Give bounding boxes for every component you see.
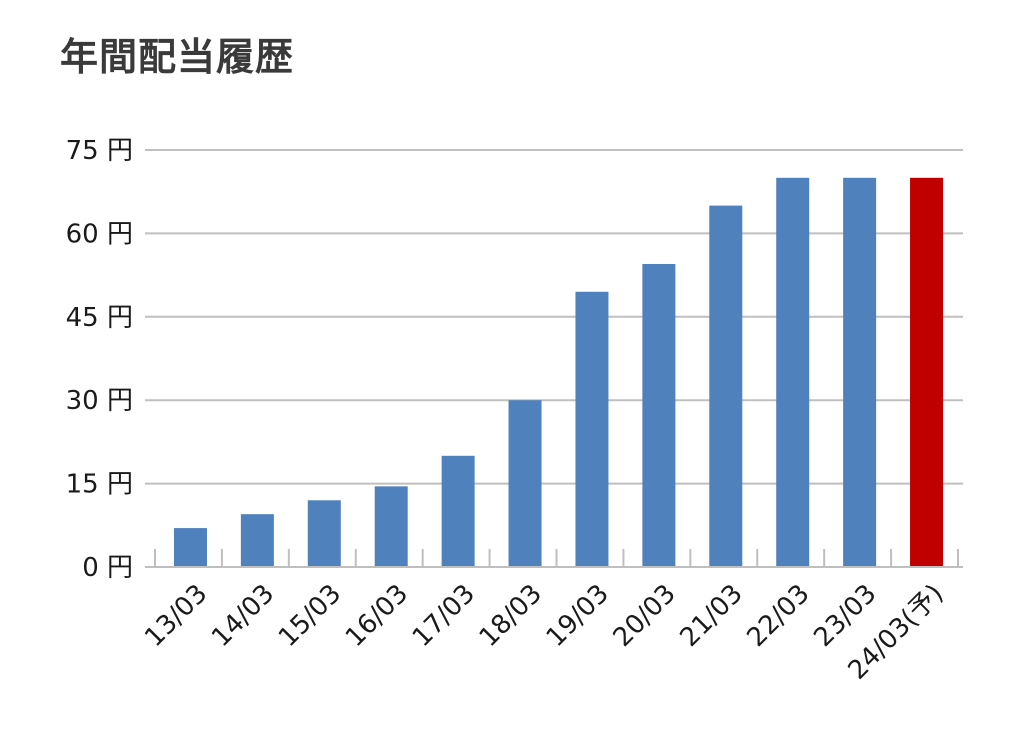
bar — [575, 291, 609, 567]
x-tick-label: 19/03 — [541, 579, 615, 653]
x-axis — [145, 549, 963, 568]
bar-forecast — [910, 177, 944, 568]
bar — [709, 205, 743, 567]
x-tick-label: 14/03 — [206, 579, 280, 653]
bar — [307, 500, 341, 567]
y-tick-label: 0 円 — [82, 553, 133, 583]
x-tick-label: 21/03 — [675, 579, 749, 653]
y-tick-label: 45 円 — [66, 303, 133, 333]
x-tick-label: 13/03 — [139, 579, 213, 653]
bar — [441, 455, 475, 567]
y-tick-label: 30 円 — [66, 386, 133, 416]
y-tick-label: 75 円 — [66, 136, 133, 166]
y-axis-ticks: 0 円 15 円 30 円 45 円 60 円 75 円 — [66, 136, 133, 583]
bar — [374, 486, 408, 567]
bar — [776, 177, 810, 568]
x-tick-label: 22/03 — [741, 579, 815, 653]
x-tick-label: 17/03 — [407, 579, 481, 653]
x-tick-label: 15/03 — [273, 579, 347, 653]
x-axis-labels: 13/0314/0315/0316/0317/0318/0319/0320/03… — [139, 579, 949, 686]
y-tick-label: 60 円 — [66, 219, 133, 249]
bar — [173, 528, 207, 567]
chart-title: 年間配当履歴 — [60, 35, 295, 79]
y-tick-label: 15 円 — [66, 470, 133, 500]
bar — [843, 177, 877, 568]
x-tick-label: 20/03 — [608, 579, 682, 653]
bar — [642, 263, 676, 567]
x-tick-label: 16/03 — [340, 579, 414, 653]
bar — [240, 514, 274, 567]
grid-layer — [145, 149, 963, 485]
x-tick-label: 18/03 — [474, 579, 548, 653]
bar — [508, 400, 542, 567]
bars — [173, 177, 944, 568]
